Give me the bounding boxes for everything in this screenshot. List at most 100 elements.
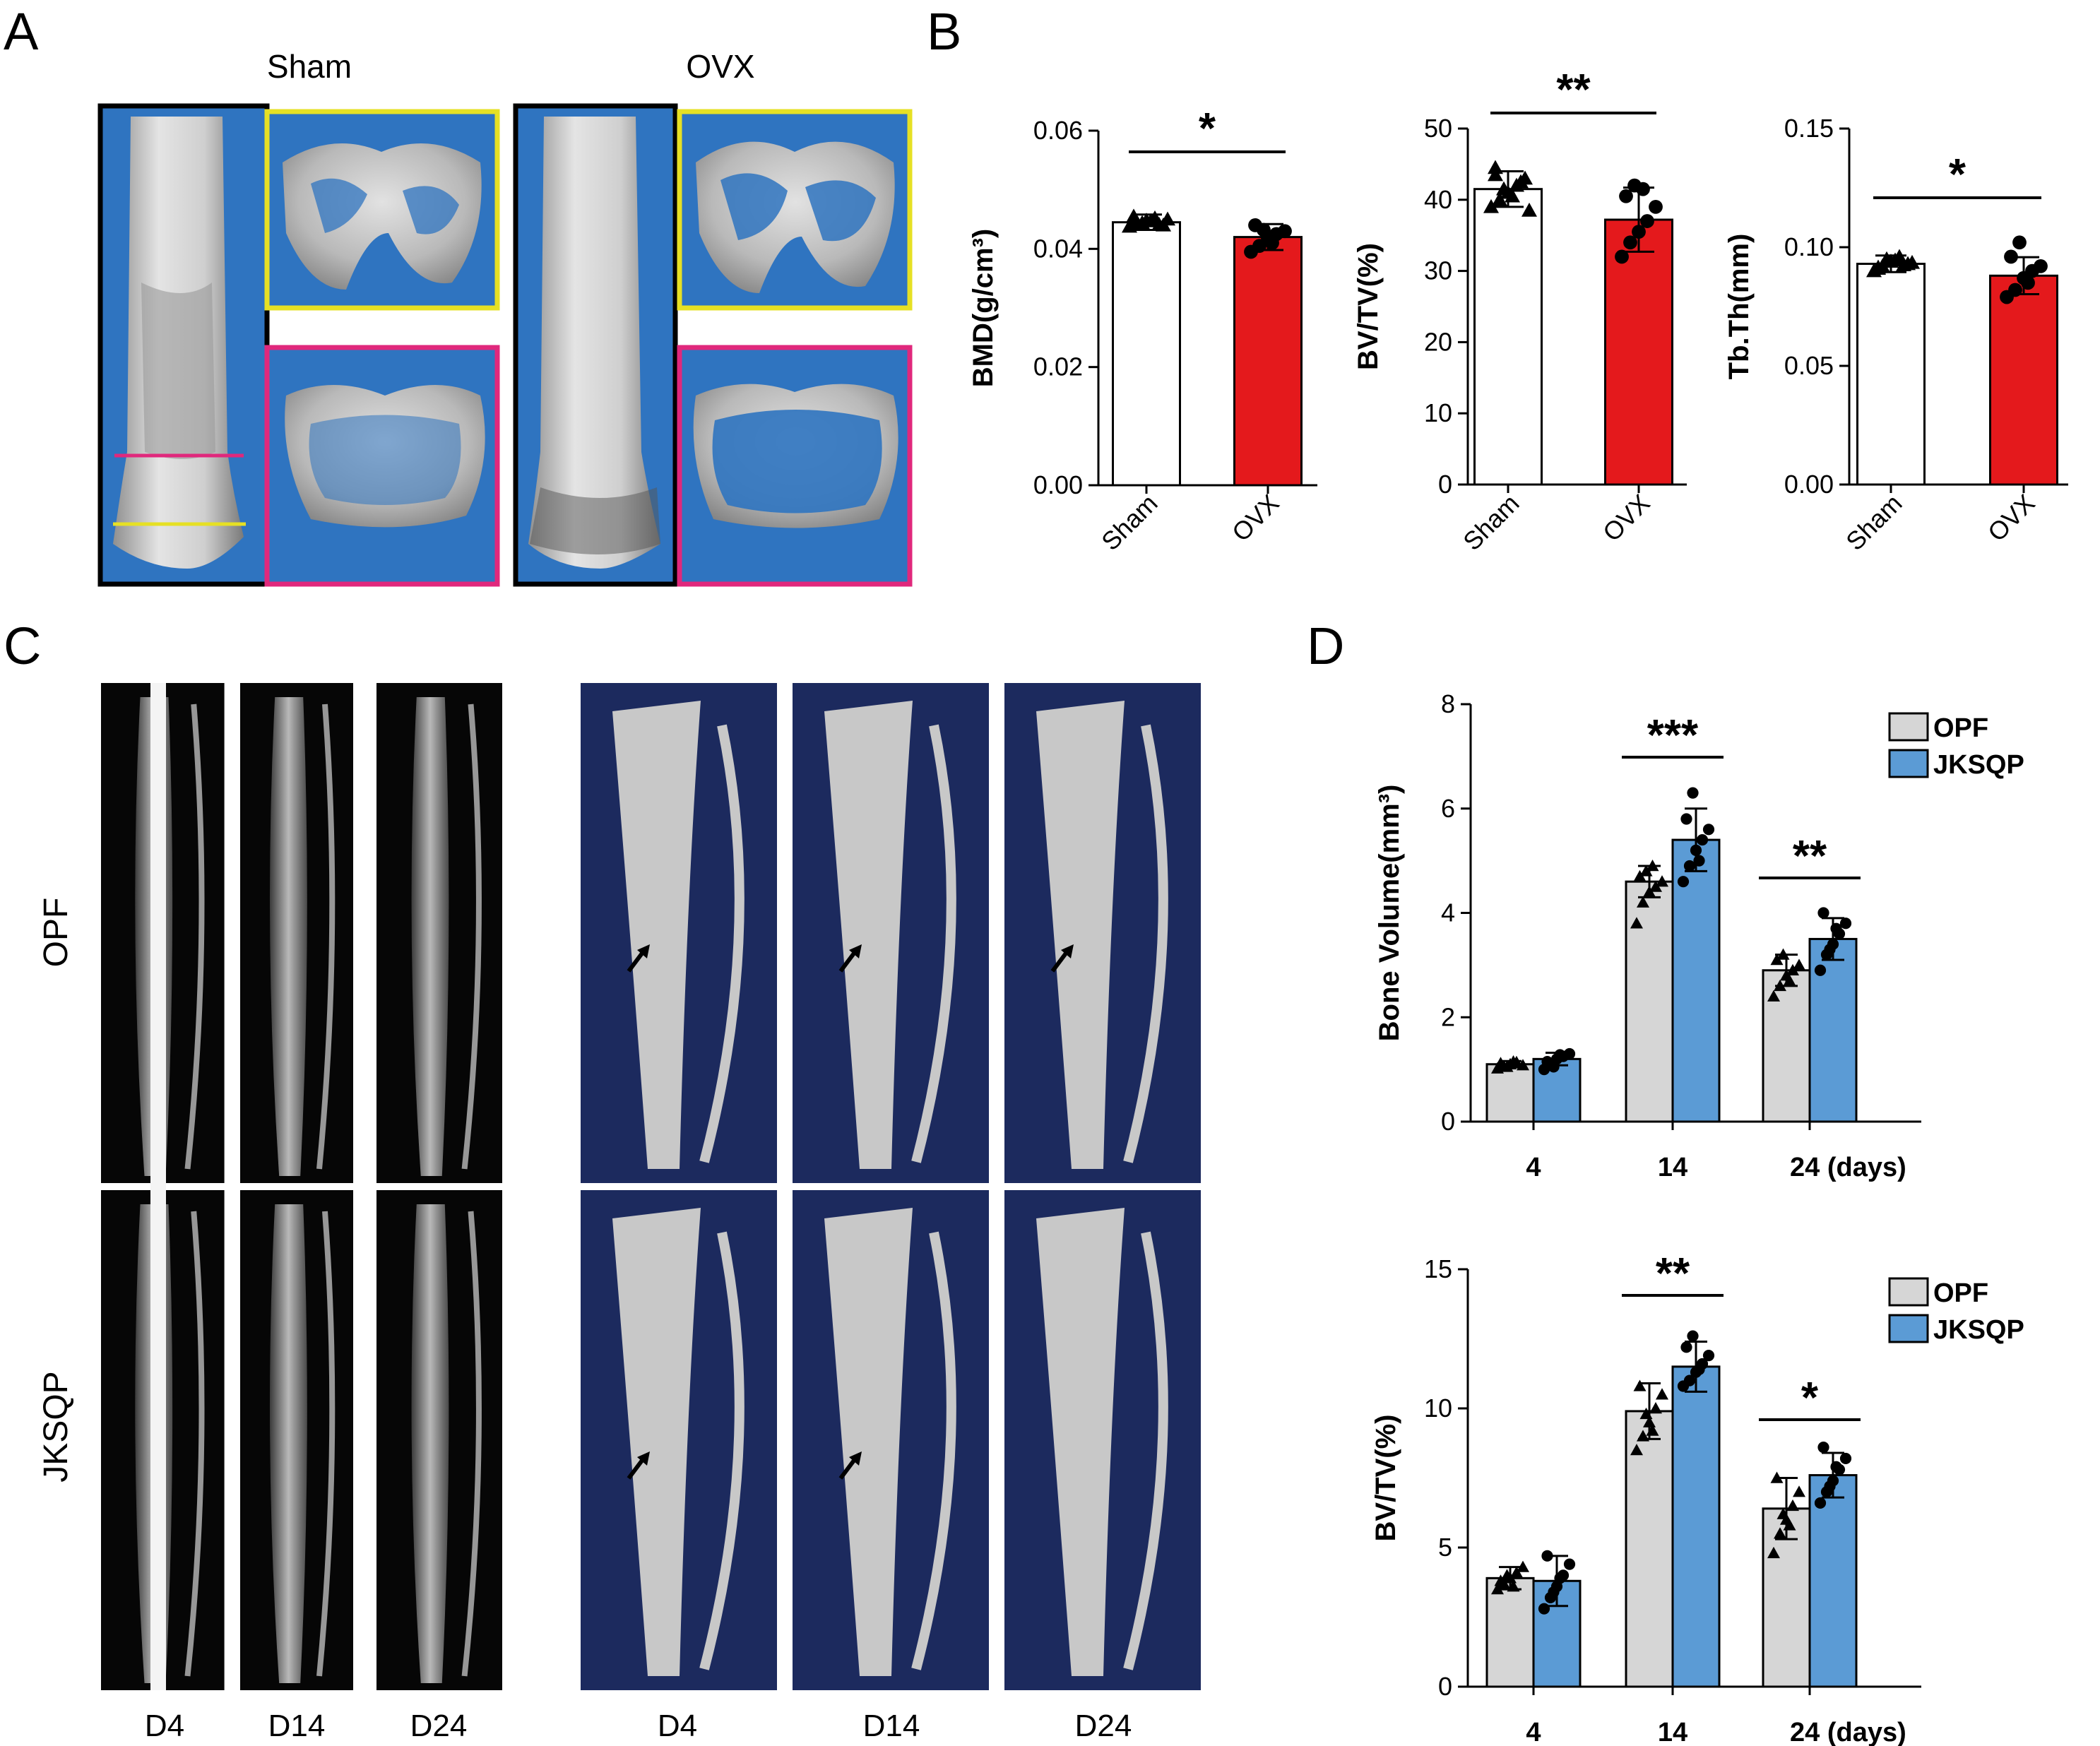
y-tick-label: 0 [1438,1672,1452,1701]
x-tick-label: Sham [1840,489,1907,556]
significance-label: * [1199,105,1216,153]
y-tick-label: 30 [1424,256,1452,285]
data-point [1126,213,1141,228]
x-tick-label: 4 [1526,1153,1541,1182]
significance-label: ** [1656,1249,1690,1298]
data-point [1683,1374,1696,1386]
panel-letter-c: C [4,617,41,675]
data-point [1870,259,1886,274]
legend-label-opf: OPF [1933,713,1988,743]
y-tick-label: 0.06 [1033,116,1083,145]
day-label-right-d4: D4 [658,1709,697,1743]
y-tick-label: 4 [1441,898,1455,927]
bar-jksqp [1671,1365,1721,1688]
data-point [1839,917,1852,930]
y-tick-label: 40 [1424,185,1452,214]
arrow-head-icon [849,1451,862,1466]
ct-image-ovx-cross-bottom [677,345,913,587]
data-point [1904,254,1920,269]
bar-opf [1625,880,1674,1123]
x-tick-label: 24 (days) [1790,1153,1906,1182]
arrow-head-icon [637,944,650,958]
panel-a: Sham OVX [97,48,913,587]
significance-label: ** [1556,66,1591,114]
data-point [1656,875,1668,887]
data-point [1687,1330,1699,1342]
render-tibia [612,701,701,1169]
render-fibula [699,724,745,1163]
data-point [1770,953,1784,966]
xray-fibula [316,1211,336,1677]
bar-opf [1485,1576,1535,1688]
data-point [1160,211,1175,226]
ct-image-ovx-longitudinal [513,103,678,587]
y-axis-label: BMD(g/cm³) [968,229,999,387]
data-point [1633,869,1647,881]
x-tick-label: OVX [1597,489,1656,547]
render-fibula [911,724,956,1163]
panel-letter-a: A [4,2,39,61]
bar-opf [1625,1410,1674,1688]
arrow-head-icon [849,944,862,958]
xray-fibula [316,703,336,1170]
significance-label: ** [1793,832,1827,881]
data-point [1817,907,1829,919]
header-sham: Sham [267,48,352,85]
render-image-grid [581,683,1201,1690]
x-tick-label: 24 (days) [1790,1718,1906,1746]
bar-ovx [1233,236,1303,487]
xray-bright-strip [150,683,166,1690]
xray-bone-shaft [269,697,307,1176]
y-tick-label: 0.05 [1784,351,1834,380]
data-point [1500,1060,1514,1072]
data-point [1517,1560,1529,1572]
bar-opf [1762,969,1811,1123]
data-point [1494,1574,1507,1586]
data-point [1278,224,1292,239]
data-point [1702,1350,1715,1362]
y-tick-label: 50 [1424,114,1452,143]
data-point [1492,191,1507,206]
bar-sham [1473,188,1543,486]
render-tibia [1036,701,1125,1169]
data-point [1630,1444,1643,1456]
render-tibia [612,1208,701,1676]
legend: OPF JKSQP [1888,712,2024,780]
data-point [1687,787,1699,799]
chart-bmd: 0.00 0.02 0.04 0.06 BMD(g/cm³) Sham OVX * [968,105,1317,556]
y-tick-label: 0.10 [1784,232,1834,261]
data-point [1521,202,1537,217]
data-point [1151,217,1167,231]
y-tick-label: 5 [1438,1533,1452,1562]
data-point [1786,963,1799,975]
y-axis-label: BV/TV(%) [1353,243,1384,370]
data-point [1786,1499,1799,1512]
data-point [1633,1379,1647,1391]
data-point [2012,235,2027,250]
x-tick-label: OVX [1226,489,1285,547]
arrow-head-icon [637,1451,650,1466]
legend-swatch-opf [1888,1277,1929,1307]
x-tick-label: Sham [1096,489,1163,556]
data-point [1814,1497,1827,1509]
data-point [1483,198,1499,213]
header-ovx: OVX [686,48,754,85]
y-tick-label: 10 [1424,1394,1452,1423]
data-point [1702,824,1715,836]
xray-bone-shaft [411,697,449,1176]
render-fibula [911,1231,956,1670]
legend-swatch-jksqp [1888,749,1929,778]
data-point [1491,1583,1504,1595]
ct-image-sham-longitudinal [97,103,270,587]
data-point [1637,896,1649,908]
x-tick-label: 14 [1658,1718,1687,1746]
render-fibula [699,1231,745,1670]
data-point [1630,917,1643,929]
data-point [1814,964,1827,976]
data-point [1817,1442,1829,1454]
y-axis-label: Tb.Th(mm) [1724,234,1755,380]
ct-image-ovx-cross-top [677,109,913,311]
y-tick-label: 0.04 [1033,234,1083,263]
bar-jksqp [1532,1579,1582,1688]
